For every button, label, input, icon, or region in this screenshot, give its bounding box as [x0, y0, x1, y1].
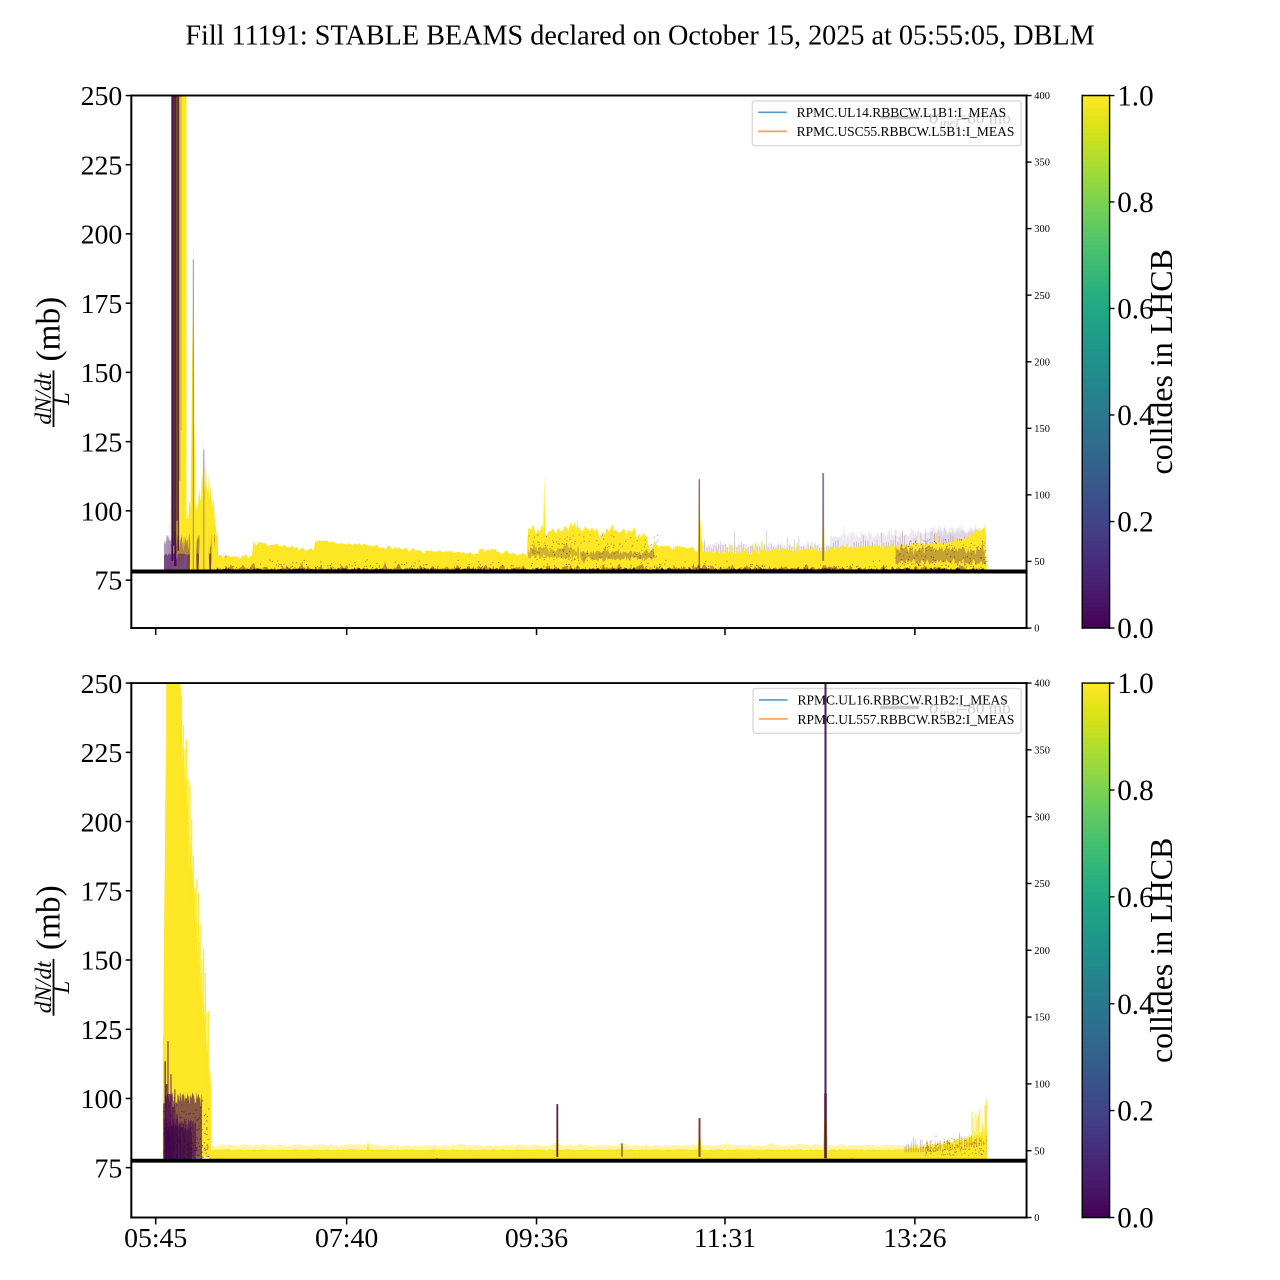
svg-text:300: 300: [1034, 224, 1050, 235]
svg-text:150: 150: [81, 946, 123, 977]
svg-text:200: 200: [81, 807, 123, 838]
svg-text:collides in LHCB: collides in LHCB: [1144, 838, 1179, 1063]
svg-text:L: L: [49, 981, 75, 995]
svg-text:0.2: 0.2: [1117, 507, 1153, 539]
svg-text:0.8: 0.8: [1117, 775, 1153, 807]
svg-text:200: 200: [1034, 357, 1050, 368]
svg-text:0.4: 0.4: [1117, 989, 1154, 1021]
svg-text:400: 400: [1034, 91, 1050, 102]
svg-text:RPMC.UL557.RBBCW.R5B2:I_MEAS: RPMC.UL557.RBBCW.R5B2:I_MEAS: [798, 712, 1015, 727]
svg-text:150: 150: [1034, 1013, 1050, 1024]
svg-text:250: 250: [81, 669, 123, 700]
svg-text:150: 150: [81, 358, 123, 389]
svg-text:200: 200: [81, 220, 123, 251]
svg-text:175: 175: [81, 876, 123, 907]
svg-text:RPMC.USC55.RBBCW.L5B1:I_MEAS: RPMC.USC55.RBBCW.L5B1:I_MEAS: [797, 124, 1015, 139]
svg-text:250: 250: [1034, 879, 1050, 890]
svg-text:1.0: 1.0: [1117, 81, 1153, 113]
svg-text:0.8: 0.8: [1117, 187, 1153, 219]
svg-text:125: 125: [81, 1015, 123, 1046]
svg-text:350: 350: [1034, 745, 1050, 756]
svg-text:(mb): (mb): [31, 297, 68, 362]
svg-text:350: 350: [1034, 158, 1050, 169]
svg-text:RPMC.UL14.RBBCW.L1B1:I_MEAS: RPMC.UL14.RBBCW.L1B1:I_MEAS: [797, 105, 1006, 120]
svg-text:13:26: 13:26: [883, 1223, 946, 1254]
svg-text:225: 225: [81, 738, 123, 769]
svg-text:0.4: 0.4: [1117, 400, 1154, 432]
svg-text:175: 175: [81, 289, 123, 320]
svg-text:dN/dt: dN/dt: [31, 372, 57, 424]
svg-text:(mb): (mb): [31, 885, 68, 950]
svg-text:50: 50: [1034, 557, 1044, 568]
svg-text:200: 200: [1034, 946, 1050, 957]
svg-text:collides in LHCB: collides in LHCB: [1144, 249, 1179, 474]
svg-text:100: 100: [1034, 490, 1050, 501]
svg-text:50: 50: [1034, 1146, 1044, 1157]
svg-text:100: 100: [81, 1084, 123, 1115]
svg-text:05:45: 05:45: [124, 1223, 187, 1254]
svg-text:400: 400: [1034, 679, 1050, 690]
svg-text:125: 125: [81, 427, 123, 458]
svg-text:dN/dt: dN/dt: [31, 961, 57, 1013]
svg-text:225: 225: [81, 150, 123, 181]
svg-text:07:40: 07:40: [315, 1223, 378, 1254]
svg-text:0: 0: [1034, 624, 1039, 635]
svg-text:0.0: 0.0: [1117, 613, 1153, 645]
svg-text:11:31: 11:31: [694, 1223, 756, 1254]
svg-text:0.6: 0.6: [1117, 882, 1153, 914]
svg-text:0: 0: [1034, 1213, 1039, 1224]
svg-text:Fill 11191: STABLE BEAMS decla: Fill 11191: STABLE BEAMS declared on Oct…: [185, 20, 1094, 51]
svg-text:0.0: 0.0: [1117, 1203, 1153, 1235]
svg-text:75: 75: [94, 566, 122, 597]
svg-text:75: 75: [94, 1153, 122, 1184]
svg-text:RPMC.UL16.RBBCW.R1B2:I_MEAS: RPMC.UL16.RBBCW.R1B2:I_MEAS: [798, 693, 1008, 708]
svg-text:L: L: [49, 392, 75, 406]
svg-text:150: 150: [1034, 424, 1050, 435]
svg-text:100: 100: [1034, 1080, 1050, 1091]
svg-text:250: 250: [81, 81, 123, 112]
svg-text:300: 300: [1034, 812, 1050, 823]
svg-text:0.6: 0.6: [1117, 294, 1153, 326]
svg-text:0.2: 0.2: [1117, 1096, 1153, 1128]
svg-text:1.0: 1.0: [1117, 668, 1153, 700]
svg-text:09:36: 09:36: [505, 1223, 568, 1254]
svg-text:100: 100: [81, 497, 123, 528]
svg-text:250: 250: [1034, 291, 1050, 302]
